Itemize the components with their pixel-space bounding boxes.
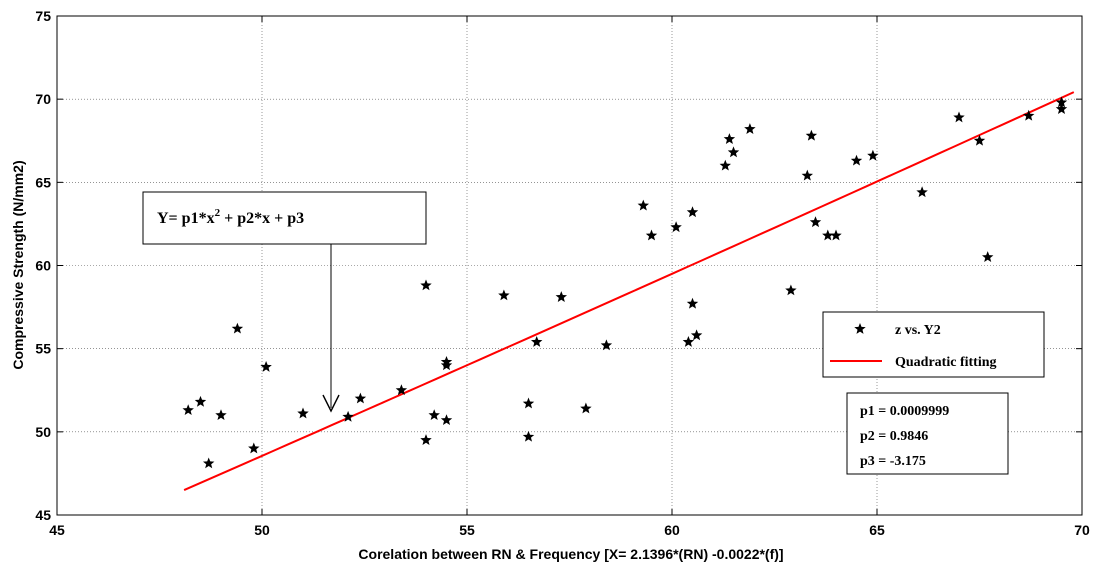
data-point [215,409,227,421]
data-points [182,96,1068,469]
data-point [498,289,510,301]
data-point [420,279,432,291]
data-point [1022,109,1035,121]
x-tick-label: 60 [664,522,680,538]
data-point [670,221,682,233]
data-point [723,133,736,144]
data-point [248,442,260,454]
data-point [428,409,440,421]
data-point [202,457,215,469]
x-axis-label: Corelation between RN & Frequency [X= 2.… [358,546,783,562]
data-point [981,251,994,263]
data-point [530,336,543,347]
data-point [260,360,272,372]
data-point [822,229,834,241]
x-ticks: 45 50 55 60 65 70 [49,16,1090,538]
data-point [805,129,818,141]
data-point [194,395,207,407]
coefficients-box: p1 = 0.0009999 p2 = 0.9846 p3 = -3.175 [846,392,1009,475]
data-point [686,206,699,218]
data-point [801,169,814,181]
grid [57,16,1082,515]
data-point [600,339,613,351]
legend: z vs. Y2 Quadratic fitting [822,311,1045,378]
data-point [690,329,703,341]
coefficients-frame [846,392,1009,475]
data-point [182,404,194,416]
data-point [354,392,367,404]
data-point [916,186,928,198]
y-ticks: 45 50 55 60 65 70 75 [35,8,1082,523]
data-point [785,284,797,296]
coefficient-p2: p2 = 0.9846 [860,429,928,444]
data-point [973,134,986,146]
legend-star-marker [854,323,866,334]
data-point [850,154,863,166]
equation-box [142,191,427,245]
data-point [719,159,732,171]
fit-line [183,91,1075,492]
coefficient-p3: p3 = -3.175 [860,454,926,469]
y-tick-label: 60 [35,258,51,274]
y-tick-label: 45 [35,507,51,523]
data-point [645,229,658,241]
data-point [809,216,822,228]
data-point [830,229,842,241]
data-point [395,384,408,396]
legend-label-fit: Quadratic fitting [895,355,997,370]
data-point [1055,103,1068,114]
data-point [297,407,309,419]
data-point [440,359,453,371]
y-tick-label: 70 [35,91,51,107]
data-point [231,322,244,334]
data-point [420,434,432,445]
data-point [580,402,592,414]
y-tick-label: 50 [35,424,51,440]
equation-annotation: Y= p1*x2 + p2*x + p3 [142,191,427,413]
data-point [744,123,756,134]
x-tick-label: 65 [869,522,885,538]
x-tick-label: 50 [254,522,270,538]
x-tick-label: 55 [459,522,475,538]
data-point [867,149,879,161]
legend-label-points: z vs. Y2 [895,323,941,338]
data-point [440,414,453,426]
y-tick-label: 75 [35,8,51,24]
data-point [555,291,568,302]
data-point [727,146,740,158]
data-point [953,111,965,123]
equation-text: Y= p1*x2 + p2*x + p3 [157,207,304,227]
data-point [682,336,695,347]
data-point [522,397,535,409]
y-tick-label: 65 [35,174,51,190]
legend-box [822,311,1045,378]
data-point [686,297,699,309]
x-tick-label: 70 [1074,522,1090,538]
equation-arrow-head [322,394,340,413]
x-tick-label: 45 [49,522,65,538]
data-point [522,430,535,442]
y-axis-label: Compressive Strength (N/mm2) [10,160,26,369]
coefficient-p1: p1 = 0.0009999 [860,404,949,419]
data-point [1055,96,1068,108]
data-point [637,199,650,211]
data-point [440,355,453,367]
y-tick-label: 55 [35,341,51,357]
data-point [342,410,354,422]
